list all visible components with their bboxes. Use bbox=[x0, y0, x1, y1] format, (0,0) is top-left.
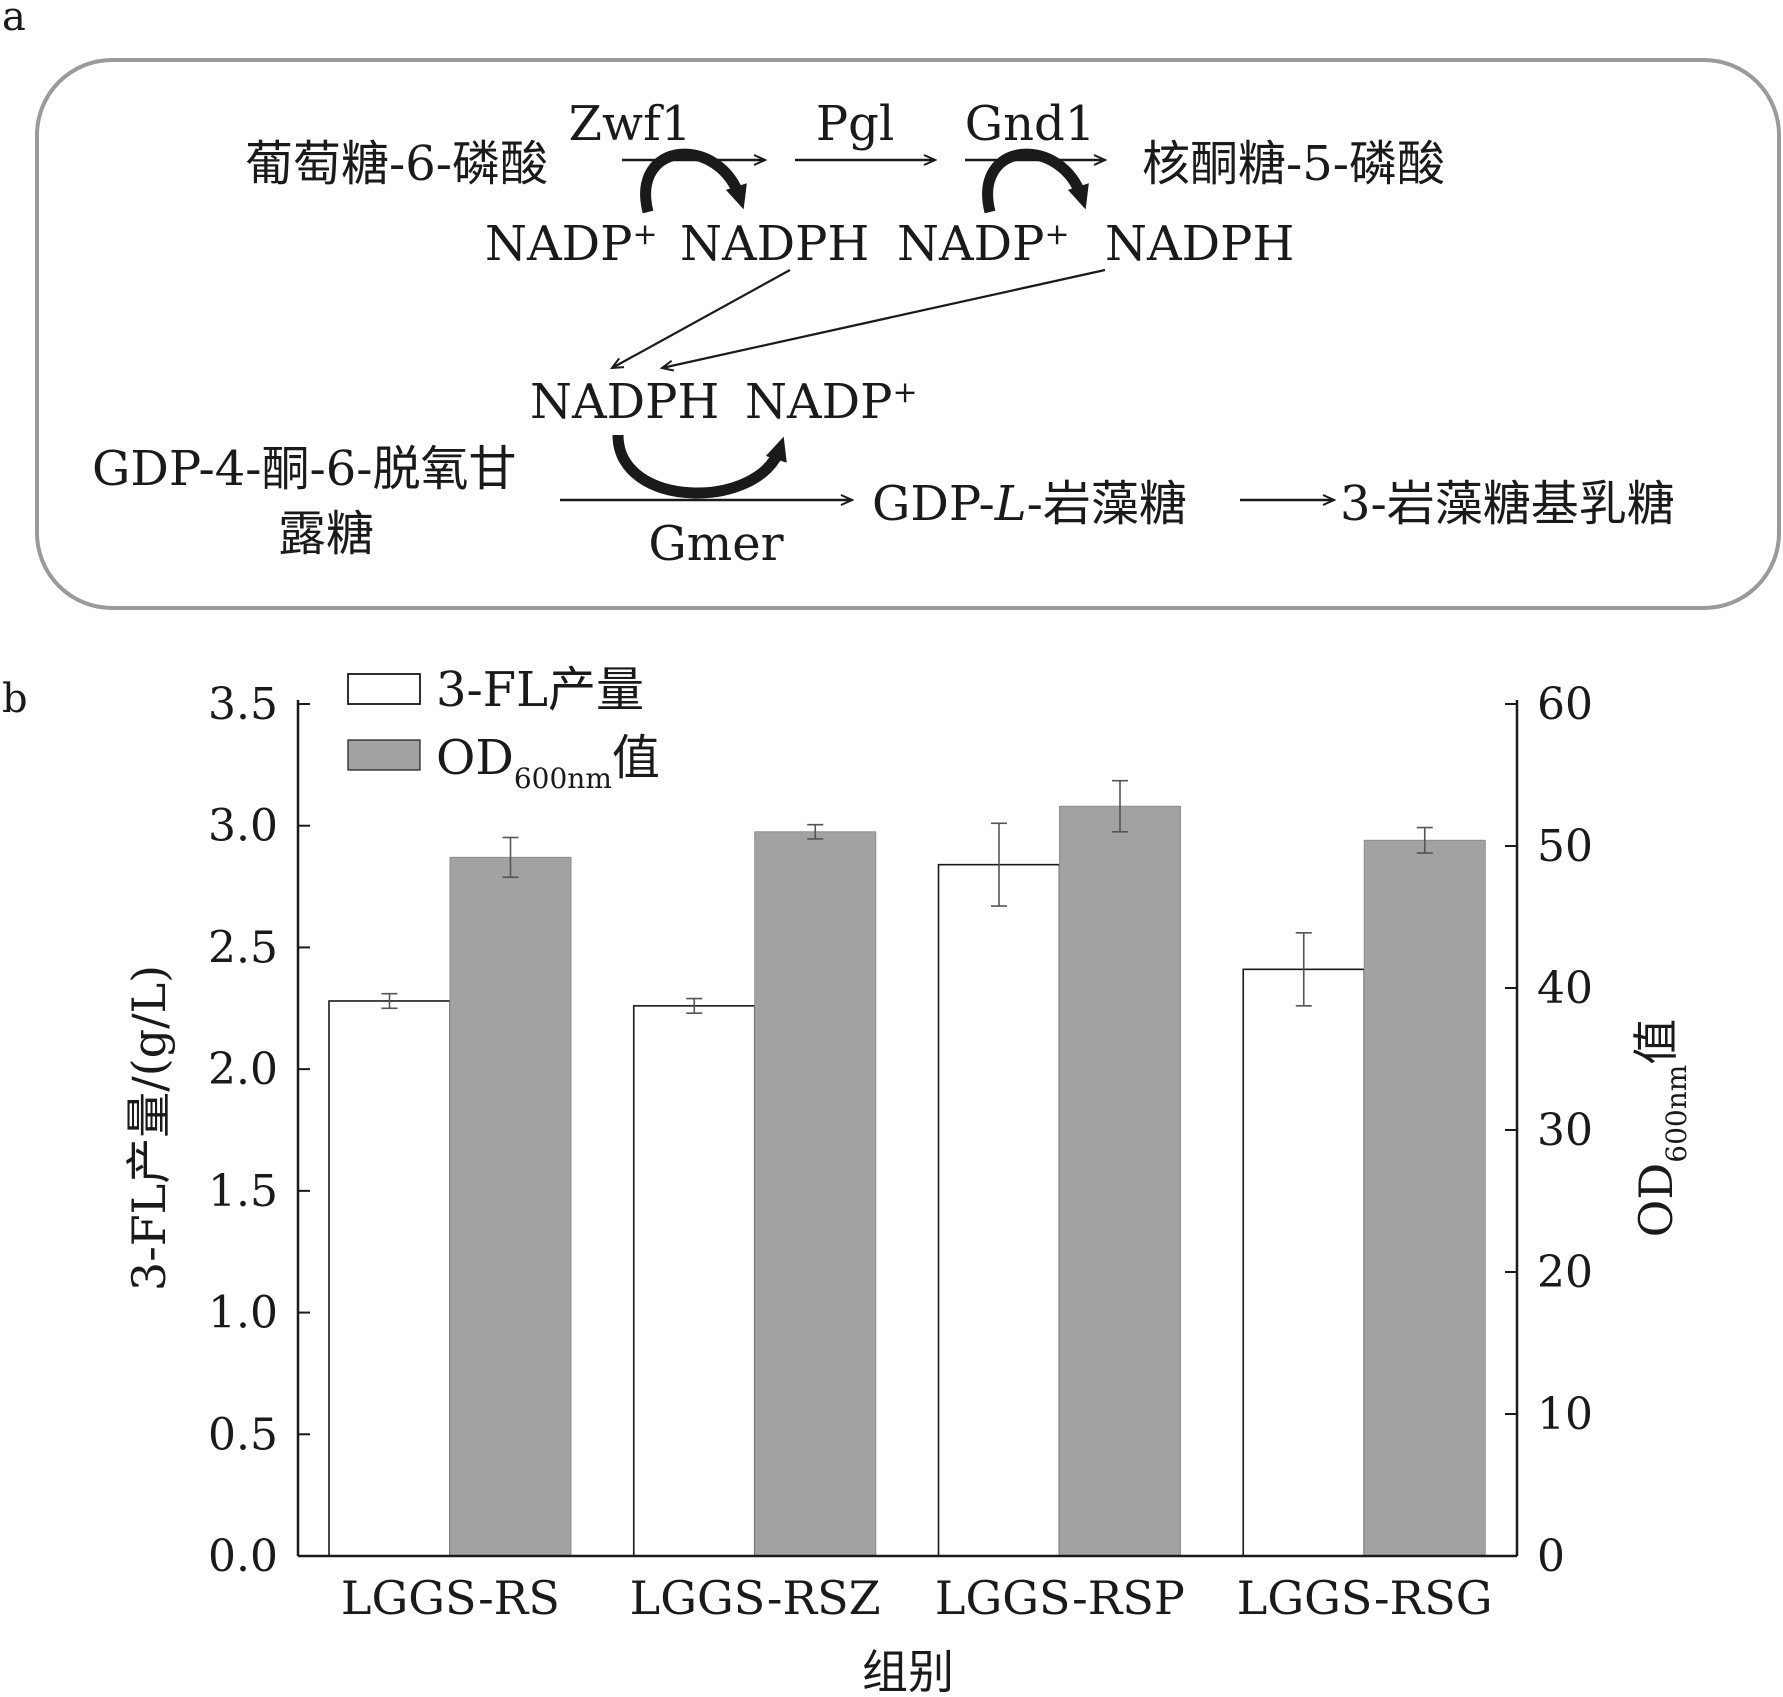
left-y-axis-title: 3-FL产量/(g/L) bbox=[122, 965, 176, 1291]
left-y-tick-label: 1.0 bbox=[208, 1288, 278, 1339]
bar-3fl-yield bbox=[937, 863, 1061, 1557]
gdp-keto-mannose-label-line1: GDP-4-酮-6-脱氧甘 bbox=[92, 441, 516, 497]
left-y-tick-label: 0.5 bbox=[208, 1409, 278, 1460]
legend-label-od: OD600nm值 bbox=[436, 730, 660, 795]
bar-3fl-yield bbox=[632, 1005, 756, 1557]
pathway-diagram: a 葡萄糖-6-磷酸 核酮糖-5-磷酸 Zwf1 Pgl Gnd1 NADP+ … bbox=[2, 0, 1781, 610]
enzyme-zwf1-label: Zwf1 bbox=[569, 96, 692, 152]
right-y-tick-label: 10 bbox=[1537, 1389, 1593, 1440]
enzyme-gmer-label: Gmer bbox=[648, 516, 783, 572]
left-y-ticks: 0.0 0.5 1.0 1.5 2.0 2.5 3.0 3.5 bbox=[208, 679, 310, 1582]
legend-swatch-3fl bbox=[347, 673, 421, 705]
bars-layer bbox=[328, 805, 1486, 1557]
cofactor-curve-zwf1 bbox=[640, 148, 747, 214]
ribulose-5-phosphate-label: 核酮糖-5-磷酸 bbox=[1142, 136, 1445, 192]
x-category-label: LGGS-RS bbox=[341, 1571, 560, 1625]
arrow-nadph-transfer-2 bbox=[662, 268, 1106, 368]
right-y-tick-label: 30 bbox=[1537, 1105, 1593, 1156]
nadph-label-3: NADPH bbox=[530, 374, 719, 430]
gdp-l-fucose-label: GDP-L-岩藻糖 bbox=[872, 476, 1187, 532]
bar-od600 bbox=[754, 831, 877, 1557]
nadp-label-1: NADP+ bbox=[485, 216, 658, 272]
bar-od600 bbox=[1363, 839, 1486, 1557]
gdp-keto-mannose-label-line2: 露糖 bbox=[278, 506, 374, 562]
pathway-frame bbox=[35, 58, 1781, 610]
right-y-tick-label: 40 bbox=[1537, 963, 1593, 1014]
panel-b-label: b bbox=[2, 676, 28, 722]
right-y-tick-label: 50 bbox=[1537, 821, 1593, 872]
right-y-axis-title: OD600nm值 bbox=[1629, 1019, 1693, 1238]
x-axis-title: 组别 bbox=[862, 1645, 954, 1697]
3-fucosyllactose-label: 3-岩藻糖基乳糖 bbox=[1340, 476, 1675, 532]
bar-od600 bbox=[449, 856, 572, 1557]
nadph-label-1: NADPH bbox=[680, 216, 869, 272]
enzyme-pgl-label: Pgl bbox=[816, 96, 894, 152]
bar-chart: b 0.0 0.5 1.0 1.5 2.0 2.5 3.0 3.5 0 10 20 30 40 50 60… bbox=[2, 662, 1693, 1697]
glucose-6-phosphate-label: 葡萄糖-6-磷酸 bbox=[245, 136, 548, 192]
left-y-tick-label: 0.0 bbox=[208, 1531, 278, 1582]
right-y-tick-label: 20 bbox=[1537, 1247, 1593, 1298]
left-y-tick-label: 2.0 bbox=[208, 1044, 278, 1095]
left-y-tick-label: 3.5 bbox=[208, 679, 278, 730]
nadp-label-3: NADP+ bbox=[745, 374, 918, 430]
right-y-ticks: 0 10 20 30 40 50 60 bbox=[1505, 679, 1593, 1582]
cofactor-curve-gmer bbox=[612, 434, 787, 499]
right-y-tick-label: 60 bbox=[1537, 679, 1593, 730]
enzyme-gnd1-label: Gnd1 bbox=[965, 96, 1096, 152]
nadph-label-2: NADPH bbox=[1105, 216, 1294, 272]
left-y-tick-label: 3.0 bbox=[208, 801, 278, 852]
cofactor-curve-gnd1 bbox=[982, 148, 1089, 214]
right-y-tick-label: 0 bbox=[1537, 1531, 1565, 1582]
bar-3fl-yield bbox=[328, 1000, 451, 1557]
error-bars-layer bbox=[381, 779, 1433, 1014]
left-y-tick-label: 2.5 bbox=[208, 922, 278, 973]
x-category-label: LGGS-RSG bbox=[1237, 1571, 1493, 1625]
arrow-nadph-transfer-1 bbox=[612, 269, 791, 368]
panel-a-label: a bbox=[2, 0, 26, 40]
legend-swatch-od bbox=[347, 739, 421, 771]
x-category-labels: LGGS-RS LGGS-RSZ LGGS-RSP LGGS-RSG bbox=[341, 1571, 1493, 1625]
x-category-label: LGGS-RSZ bbox=[630, 1571, 881, 1625]
bar-od600 bbox=[1059, 805, 1181, 1557]
nadp-label-2: NADP+ bbox=[897, 216, 1070, 272]
left-y-tick-label: 1.5 bbox=[208, 1166, 278, 1217]
bar-3fl-yield bbox=[1242, 968, 1366, 1557]
legend-label-3fl: 3-FL产量 bbox=[436, 662, 644, 718]
x-category-label: LGGS-RSP bbox=[935, 1571, 1185, 1625]
